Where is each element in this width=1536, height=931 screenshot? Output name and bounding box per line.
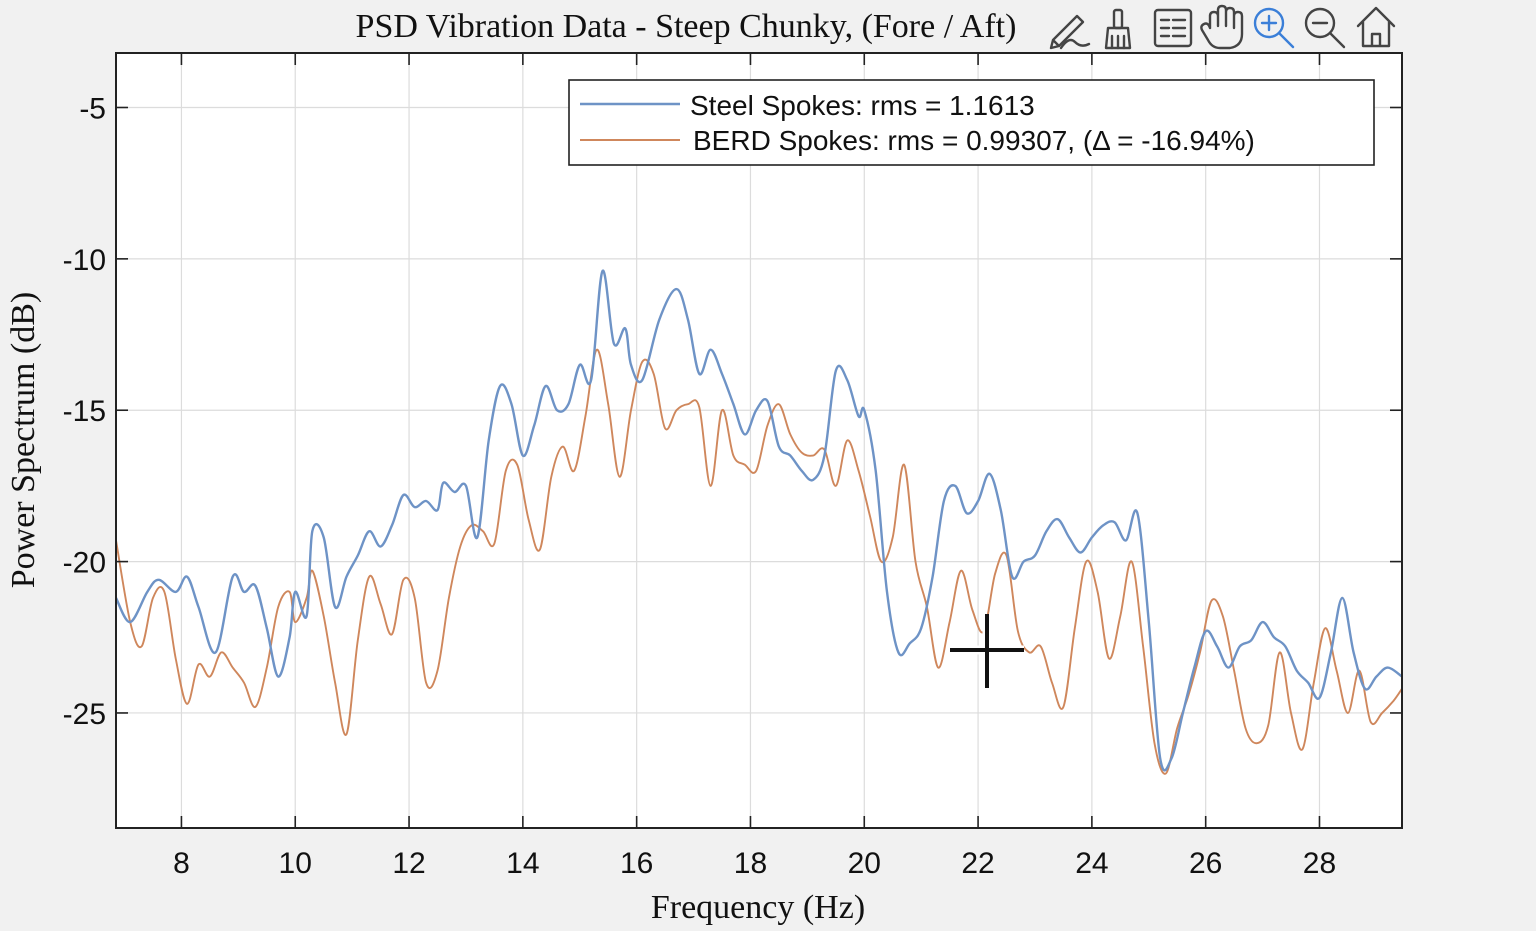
- zoom-out-icon[interactable]: [1304, 7, 1346, 49]
- x-tick-label: 12: [392, 847, 425, 880]
- legend-box: [568, 79, 1375, 166]
- legend-icon[interactable]: [1153, 8, 1193, 48]
- chart-title: PSD Vibration Data - Steep Chunky, (Fore…: [356, 8, 1017, 45]
- axes-box: [115, 52, 1403, 829]
- y-tick-label: -10: [63, 244, 106, 277]
- series-lines: [116, 269, 1402, 775]
- x-tick-label: 18: [734, 847, 767, 880]
- y-tick-label: -15: [63, 395, 106, 428]
- y-tick-label: -20: [63, 547, 106, 580]
- legend-entry-berd: BERD Spokes: rms = 0.99307, (Δ = -16.94%…: [693, 125, 1255, 156]
- axis-ticks: 8 10 12 14 16 18 20 22 24 26 28 -5 -10 -15 -20 -25: [63, 53, 1402, 880]
- legend-entry-steel: Steel Spokes: rms = 1.1613: [690, 90, 1035, 121]
- x-axis-label: Frequency (Hz): [651, 889, 865, 926]
- x-tick-label: 28: [1303, 847, 1336, 880]
- grid-lines: [116, 53, 1402, 828]
- zoom-in-icon[interactable]: [1253, 7, 1295, 49]
- x-tick-label: 22: [961, 847, 994, 880]
- x-tick-label: 24: [1075, 847, 1108, 880]
- home-icon[interactable]: [1356, 6, 1396, 48]
- pan-hand-icon[interactable]: [1200, 4, 1244, 50]
- plot-area[interactable]: [116, 53, 1402, 828]
- x-tick-label: 20: [848, 847, 881, 880]
- x-tick-label: 14: [506, 847, 539, 880]
- brush-icon[interactable]: [1104, 8, 1132, 50]
- crosshair-cursor-icon: [950, 614, 1024, 688]
- x-tick-label: 16: [620, 847, 653, 880]
- legend[interactable]: Steel Spokes: rms = 1.1613 BERD Spokes: …: [568, 79, 1375, 166]
- x-tick-label: 8: [173, 847, 190, 880]
- edit-plot-icon[interactable]: [1049, 14, 1091, 50]
- y-tick-label: -5: [79, 92, 106, 125]
- x-tick-label: 26: [1189, 847, 1222, 880]
- figure-toolbar: [1043, 0, 1408, 50]
- x-tick-label: 10: [279, 847, 312, 880]
- y-axis-label: Power Spectrum (dB): [5, 292, 42, 589]
- y-tick-label: -25: [63, 698, 106, 731]
- series-line-steel-spokes: [116, 269, 1402, 772]
